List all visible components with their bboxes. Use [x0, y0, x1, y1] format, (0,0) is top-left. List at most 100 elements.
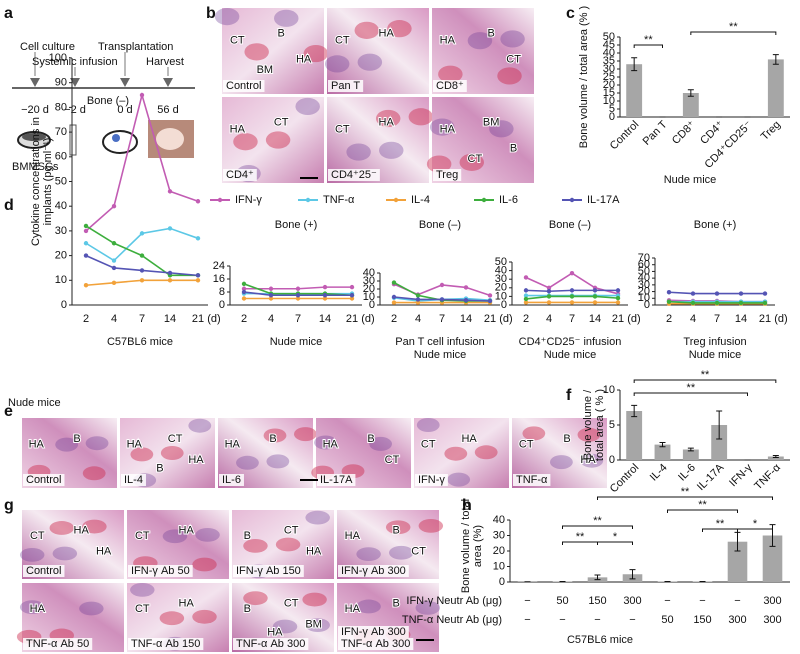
- tissue-texture: [195, 527, 220, 542]
- y-tick-label: 40: [495, 265, 507, 277]
- tissue-texture: [379, 141, 404, 159]
- tissue-label: CT: [385, 454, 400, 466]
- histology-image: [432, 8, 534, 94]
- tissue-texture: [265, 131, 291, 149]
- significance-bracket: [597, 496, 773, 500]
- significance-label: *: [753, 518, 758, 530]
- tissue-texture: [159, 611, 185, 626]
- legend-swatch: [569, 197, 575, 203]
- series-point: [139, 268, 145, 273]
- x-axis-title: Nude mice: [664, 174, 717, 186]
- treatment-dose: 50: [661, 614, 673, 626]
- y-tick-label: 5: [609, 419, 615, 431]
- caption-background: [338, 626, 409, 638]
- y-tick-label: 10: [603, 384, 615, 396]
- treatment-dose: 300: [763, 595, 781, 607]
- tissue-texture: [272, 619, 298, 634]
- y-tick-label: 10: [493, 560, 505, 572]
- image-caption: TNF-α Ab 150: [131, 638, 200, 650]
- series-point: [83, 228, 89, 234]
- x-axis-title: Nude mice: [689, 349, 742, 361]
- y-axis-title: total area ( % ): [594, 389, 606, 461]
- tissue-label: B: [244, 530, 251, 542]
- tissue-texture: [415, 600, 441, 615]
- tissue-texture: [79, 601, 104, 616]
- tissue-label: B: [487, 28, 494, 40]
- y-tick-label: 0: [644, 299, 650, 311]
- tissue-texture: [294, 427, 317, 442]
- tissue-label: HA: [30, 603, 46, 615]
- x-tick-label: 4: [415, 313, 421, 325]
- y-tick-label: 50: [603, 31, 615, 43]
- panel-letter: h: [462, 497, 472, 514]
- series-line: [85, 91, 199, 232]
- x-tick-label: 2: [83, 313, 89, 325]
- image-caption: CD4⁺25⁻: [331, 169, 377, 181]
- tissue-texture: [49, 521, 75, 535]
- series-point: [592, 294, 598, 299]
- series-point: [349, 293, 355, 298]
- series-point: [523, 300, 529, 305]
- y-tick-label: 0: [369, 299, 375, 311]
- tissue-texture: [357, 53, 383, 71]
- x-tick-label: IL-4: [648, 462, 670, 484]
- x-tick-label: 14: [735, 313, 747, 325]
- series-point: [111, 258, 117, 263]
- y-tick-label: 0: [501, 299, 507, 311]
- image-caption: TNF-α Ab 300: [236, 638, 305, 650]
- treatment-dose: 300: [763, 614, 781, 626]
- series-point: [523, 296, 529, 302]
- y-tick-label: 8: [219, 286, 225, 298]
- tissue-texture: [130, 583, 155, 597]
- x-tick-label: 7: [714, 313, 720, 325]
- series-point: [83, 223, 89, 229]
- tissue-texture: [497, 67, 522, 85]
- significance-bracket: [667, 509, 738, 513]
- series-point: [195, 278, 201, 283]
- tissue-texture: [418, 518, 444, 533]
- image-caption: Treg: [436, 169, 458, 181]
- histology-image: [327, 8, 429, 94]
- y-tick-label: 30: [493, 529, 505, 541]
- tissue-texture: [85, 436, 109, 451]
- y-tick-label: 30: [638, 279, 650, 291]
- tissue-texture: [305, 618, 330, 632]
- bar: [727, 541, 748, 582]
- image-caption: IFN-γ Ab 300: [341, 565, 406, 577]
- treatment-dose: −: [524, 595, 530, 607]
- connector: [34, 52, 169, 76]
- x-tick-label: IL-17A: [695, 461, 727, 493]
- x-unit: (d): [627, 313, 640, 325]
- caption-background: [433, 80, 467, 92]
- legend-label: IL-17A: [587, 194, 620, 206]
- series-point: [439, 282, 445, 288]
- caption-background: [328, 80, 364, 92]
- series-point: [111, 204, 117, 209]
- x-tick-label: IFN-γ: [727, 461, 755, 489]
- significance-label: **: [716, 518, 725, 530]
- y-tick-label: 40: [603, 47, 615, 59]
- x-tick-label: 7: [139, 313, 145, 325]
- series-point: [268, 296, 274, 301]
- error-bar: [772, 454, 779, 459]
- error-bar: [594, 574, 601, 581]
- image-caption: Control: [26, 474, 61, 486]
- tissue-texture: [459, 153, 485, 171]
- histology-image: [222, 97, 324, 183]
- tissue-texture: [369, 436, 392, 451]
- x-tick-label: 7: [295, 313, 301, 325]
- histology-image: [327, 97, 429, 183]
- tissue-label: HA: [379, 28, 395, 40]
- caption-background: [23, 474, 65, 486]
- bar: [711, 425, 728, 460]
- y-tick-label: 90: [55, 77, 67, 89]
- series-point: [139, 231, 145, 236]
- tissue-label: B: [367, 433, 374, 445]
- step-label: Transplantation: [98, 41, 173, 53]
- treatment-dose: −: [699, 595, 705, 607]
- series-point: [167, 278, 173, 283]
- series-point: [714, 291, 720, 296]
- caption-background: [317, 474, 356, 486]
- tissue-label: HA: [306, 545, 322, 557]
- tissue-texture: [82, 466, 106, 481]
